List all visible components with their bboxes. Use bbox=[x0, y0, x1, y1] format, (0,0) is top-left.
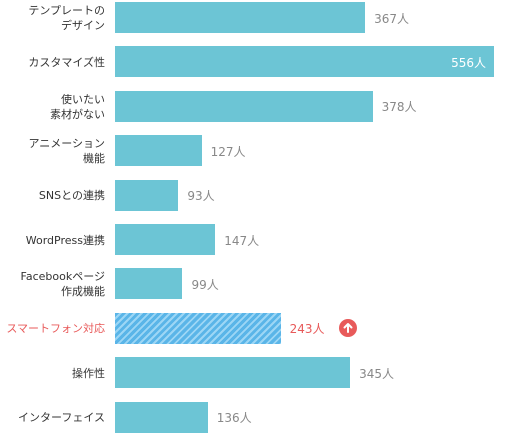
value-label: 147人 bbox=[224, 233, 260, 248]
bar-row: Facebookページ 作成機能 99人 bbox=[0, 262, 515, 306]
value-label: 345人 bbox=[359, 366, 395, 381]
category-label-text: テンプレートの デザイン bbox=[28, 4, 105, 32]
category-label: WordPress連携 bbox=[0, 218, 105, 262]
bar-row: WordPress連携 147人 bbox=[0, 218, 515, 262]
bar-row: テンプレートの デザイン 367人 bbox=[0, 0, 515, 40]
category-label: アニメーション 機能 bbox=[0, 129, 105, 173]
bar bbox=[115, 357, 351, 389]
value-label: 378人 bbox=[381, 100, 417, 115]
category-label-text: アニメーション 機能 bbox=[28, 137, 105, 166]
bar bbox=[115, 268, 183, 300]
bar-row: インターフェイス 136人 bbox=[0, 396, 515, 440]
bar bbox=[115, 179, 179, 211]
category-label-text: インターフェイス bbox=[17, 411, 105, 425]
bar bbox=[115, 224, 216, 255]
bar-row: スマートフォン対応 243人 bbox=[0, 307, 515, 351]
category-label: カスタマイズ性 bbox=[0, 40, 105, 84]
category-label-text: WordPress連携 bbox=[25, 233, 105, 247]
category-label-text: 操作性 bbox=[72, 366, 105, 380]
category-label: テンプレートの デザイン bbox=[0, 0, 105, 40]
category-label: スマートフォン対応 bbox=[0, 307, 105, 351]
category-label: インターフェイス bbox=[0, 396, 105, 440]
bar-row: SNSとの連携 93人 bbox=[0, 174, 515, 218]
value-label: 136人 bbox=[216, 411, 252, 426]
bar-row: 使いたい 素材がない 378人 bbox=[0, 85, 515, 129]
value-label: 556人 bbox=[451, 55, 486, 70]
arrow-up-circle-icon bbox=[338, 318, 357, 337]
bar bbox=[115, 90, 373, 122]
highlight-bar bbox=[115, 312, 281, 344]
value-label: 127人 bbox=[210, 144, 246, 159]
value-label: 243人 bbox=[289, 322, 325, 337]
value-label: 99人 bbox=[191, 277, 219, 292]
category-label-text: Facebookページ 作成機能 bbox=[20, 270, 105, 299]
category-label: SNSとの連携 bbox=[0, 174, 105, 218]
bar-row: 操作性 345人 bbox=[0, 351, 515, 395]
category-label: Facebookページ 作成機能 bbox=[0, 262, 105, 306]
category-label-text: スマートフォン対応 bbox=[6, 322, 105, 336]
value-label: 93人 bbox=[187, 189, 215, 204]
category-label-text: 使いたい 素材がない bbox=[50, 92, 105, 121]
bar bbox=[115, 135, 202, 167]
category-label-text: SNSとの連携 bbox=[38, 189, 105, 203]
bar-row: アニメーション 機能 127人 bbox=[0, 129, 515, 173]
category-label: 使いたい 素材がない bbox=[0, 85, 105, 129]
category-label-text: カスタマイズ性 bbox=[28, 55, 105, 69]
bar bbox=[115, 2, 366, 33]
category-label: 操作性 bbox=[0, 351, 105, 395]
value-label: 367人 bbox=[374, 11, 410, 26]
bar bbox=[115, 401, 208, 433]
bar bbox=[115, 46, 494, 78]
bar-row: カスタマイズ性 556人 bbox=[0, 40, 515, 84]
